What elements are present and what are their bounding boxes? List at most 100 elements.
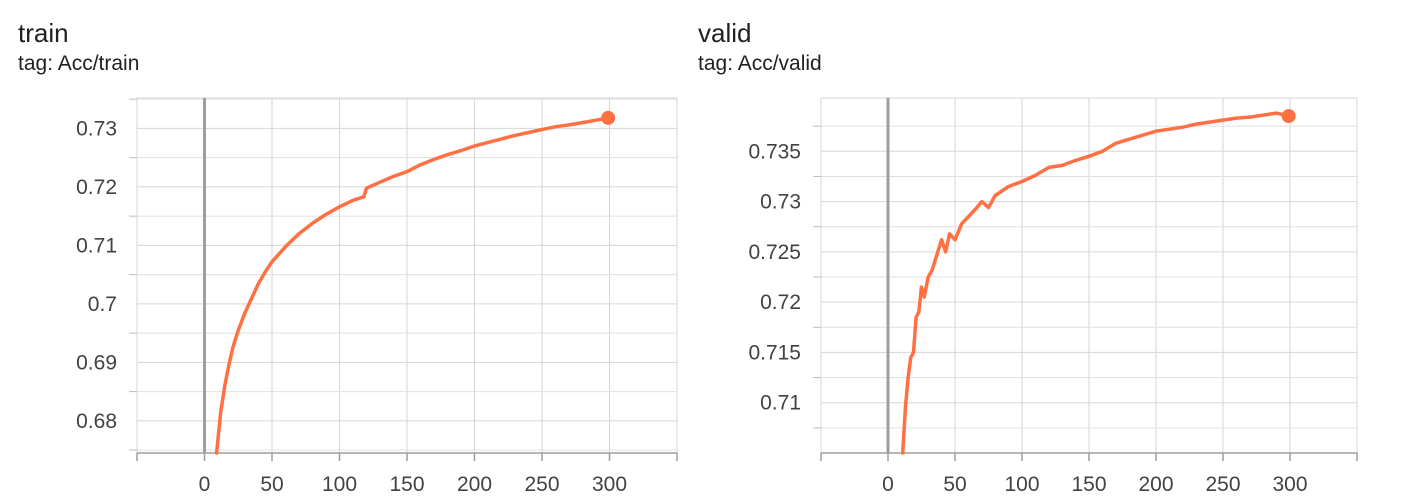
data-point — [936, 256, 937, 257]
data-point — [595, 120, 596, 121]
data-point — [968, 216, 969, 217]
data-point — [924, 297, 925, 298]
data-point — [902, 452, 903, 453]
data-point — [905, 407, 906, 408]
data-point — [1169, 129, 1170, 130]
data-point — [220, 411, 221, 412]
y-tick-label: 0.69 — [76, 351, 117, 374]
y-tick-label: 0.72 — [76, 176, 117, 199]
y-tick-label: 0.73 — [760, 191, 801, 214]
data-point — [921, 286, 922, 287]
x-tick-label: 150 — [1071, 473, 1106, 496]
data-point — [487, 142, 488, 143]
x-tick-label: 0 — [199, 473, 211, 496]
data-point — [1048, 167, 1049, 168]
data-point — [981, 201, 982, 202]
x-tick-label: 0 — [882, 473, 894, 496]
x-tick-label: 100 — [322, 473, 357, 496]
x-tick-label: 200 — [1138, 473, 1173, 496]
data-point — [1182, 127, 1183, 128]
data-point — [1021, 181, 1022, 182]
x-tick-label: 200 — [457, 473, 492, 496]
data-point — [1196, 124, 1197, 125]
data-point — [216, 452, 217, 453]
data-point — [238, 330, 239, 331]
data-point — [995, 195, 996, 196]
data-point — [1142, 135, 1143, 136]
x-tick-label: 50 — [260, 473, 283, 496]
data-point — [379, 182, 380, 183]
chart-tag: tag: Acc/valid — [698, 52, 822, 75]
chart-card-train: 0.68 0.69 0.7 0.71 0.72 0.73 0 50 100 150 200 250 30… — [0, 0, 700, 504]
data-point — [910, 357, 911, 358]
y-tick-label: 0.735 — [748, 140, 801, 163]
chart-tag: tag: Acc/train — [18, 52, 140, 75]
data-point — [582, 122, 583, 123]
data-point — [1102, 151, 1103, 152]
data-point — [555, 126, 556, 127]
data-point — [913, 352, 914, 353]
data-point — [916, 317, 917, 318]
data-point — [1129, 139, 1130, 140]
x-tick-label: 250 — [1205, 473, 1240, 496]
data-point — [1008, 186, 1009, 187]
last-value-marker — [601, 110, 616, 125]
data-point — [1035, 175, 1036, 176]
data-series-line — [900, 111, 1291, 455]
data-point — [244, 312, 245, 313]
y-tick-label: 0.7 — [88, 293, 117, 316]
data-point — [1115, 143, 1116, 144]
data-point — [961, 223, 962, 224]
data-point — [447, 154, 448, 155]
data-point — [258, 283, 259, 284]
x-tick-label: 50 — [943, 473, 966, 496]
data-point — [945, 251, 946, 252]
x-tick-label: 150 — [389, 473, 424, 496]
data-point — [460, 150, 461, 151]
data-point — [1236, 118, 1237, 119]
data-point — [474, 145, 475, 146]
data-point — [1209, 122, 1210, 123]
data-point — [366, 187, 367, 188]
data-point — [918, 312, 919, 313]
data-point — [298, 233, 299, 234]
y-tick-label: 0.71 — [76, 234, 117, 257]
y-tick-label: 0.73 — [76, 117, 117, 140]
data-point — [393, 176, 394, 177]
data-point — [928, 276, 929, 277]
data-point — [514, 135, 515, 136]
chart-title: valid — [698, 18, 752, 48]
data-point — [954, 239, 955, 240]
data-point — [1249, 117, 1250, 118]
y-tick-label: 0.68 — [76, 410, 117, 433]
chart-plot-train: 0.68 0.69 0.7 0.71 0.72 0.73 0 50 100 150 200 250 30… — [76, 97, 678, 496]
data-point — [265, 271, 266, 272]
x-tick-label: 300 — [592, 473, 627, 496]
data-point — [325, 214, 326, 215]
data-point — [1075, 160, 1076, 161]
data-point — [975, 209, 976, 210]
data-point — [271, 261, 272, 262]
data-series-line — [214, 116, 610, 455]
data-point — [501, 138, 502, 139]
y-tick-label: 0.71 — [760, 392, 801, 415]
data-point — [232, 347, 233, 348]
data-point — [406, 171, 407, 172]
data-point — [908, 377, 909, 378]
data-point — [285, 246, 286, 247]
y-tick-label: 0.72 — [760, 291, 801, 314]
data-point — [988, 207, 989, 208]
x-tick-label: 300 — [1272, 473, 1307, 496]
last-value-marker — [1281, 109, 1296, 124]
data-point — [312, 223, 313, 224]
data-point — [541, 129, 542, 130]
data-point — [352, 200, 353, 201]
y-tick-label: 0.715 — [748, 341, 801, 364]
data-point — [363, 196, 364, 197]
data-point — [228, 365, 229, 366]
data-point — [420, 164, 421, 165]
data-point — [949, 233, 950, 234]
chart-title: train — [18, 18, 69, 48]
data-point — [433, 159, 434, 160]
x-tick-label: 250 — [524, 473, 559, 496]
